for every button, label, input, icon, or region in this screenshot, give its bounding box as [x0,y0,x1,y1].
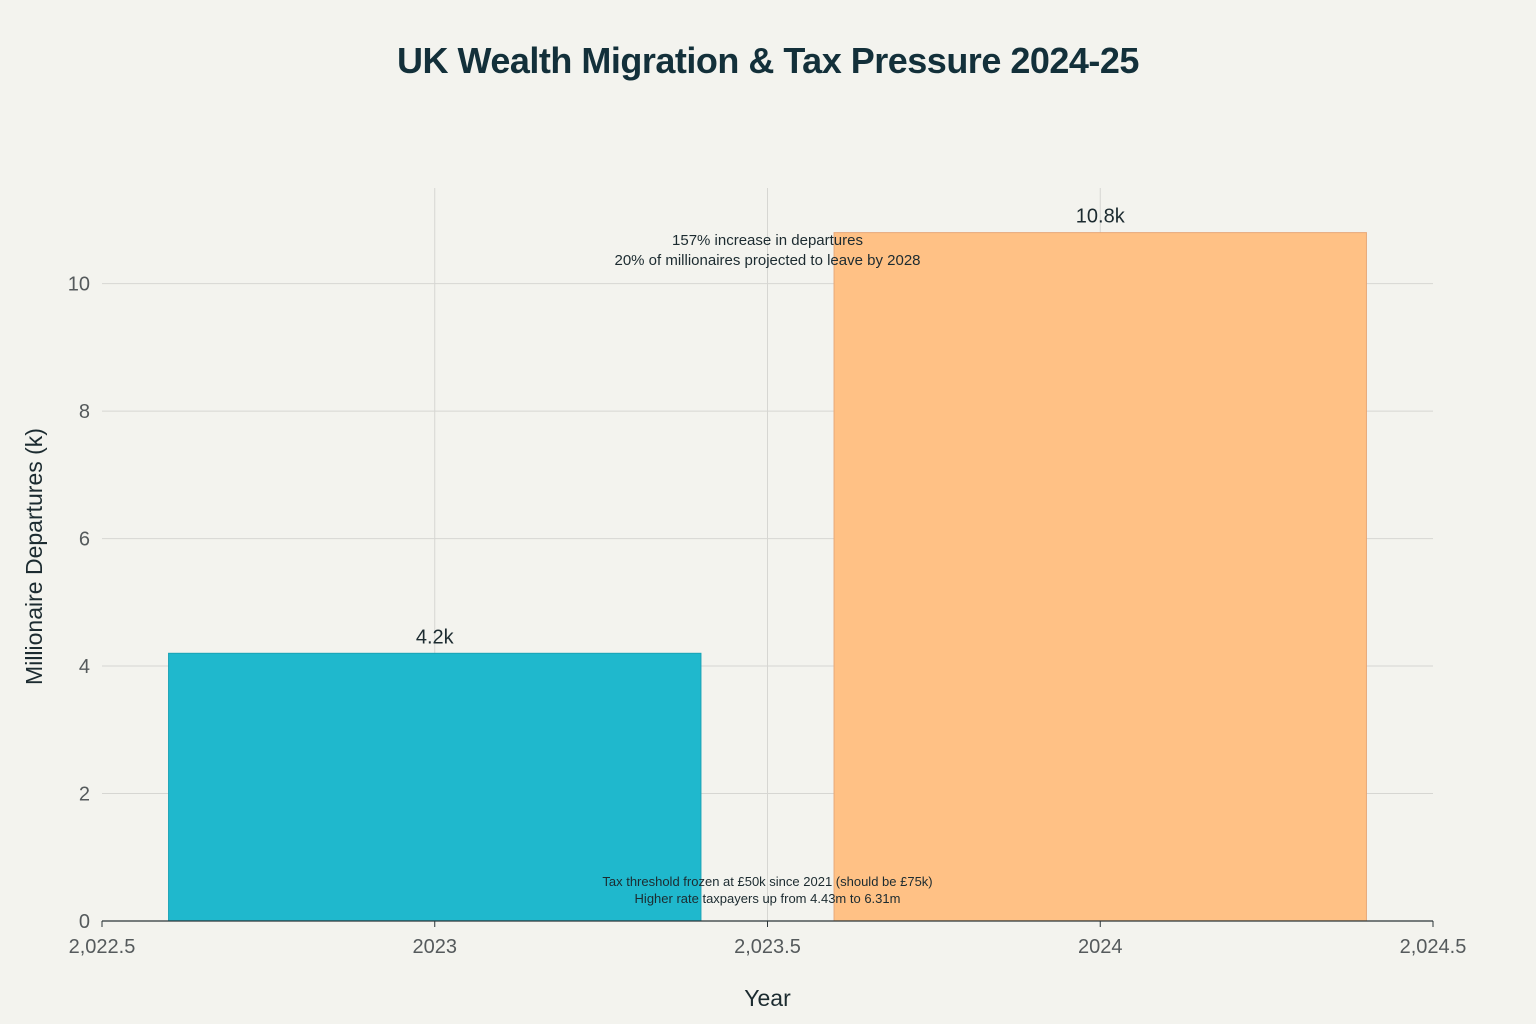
x-tick-label: 2024 [1078,936,1123,958]
bar-data-label: 4.2k [416,626,455,648]
y-tick-label: 10 [68,274,90,296]
y-tick-label: 0 [79,911,90,933]
y-tick-label: 2 [79,784,90,806]
y-tick-label: 6 [79,529,90,551]
bar [833,232,1367,922]
y-tick-label: 8 [79,401,90,423]
x-tick-label: 2,024.5 [1400,936,1467,958]
bar-data-label: 10.8k [1076,206,1126,228]
annotation-text: 20% of millionaires projected to leave b… [614,252,920,269]
x-tick-label: 2023 [413,936,458,958]
bar [168,652,702,922]
annotation-text: Tax threshold frozen at £50k since 2021 … [602,874,932,889]
x-axis-title: Year [744,985,791,1011]
chart-title: UK Wealth Migration & Tax Pressure 2024-… [397,40,1139,81]
y-tick-label: 4 [79,656,90,678]
y-axis-title: Millionaire Departures (k) [21,428,47,685]
annotation-text: Higher rate taxpayers up from 4.43m to 6… [635,891,901,906]
annotation-text: 157% increase in departures [672,232,863,249]
x-tick-label: 2,023.5 [734,936,801,958]
x-tick-label: 2,022.5 [69,936,136,958]
